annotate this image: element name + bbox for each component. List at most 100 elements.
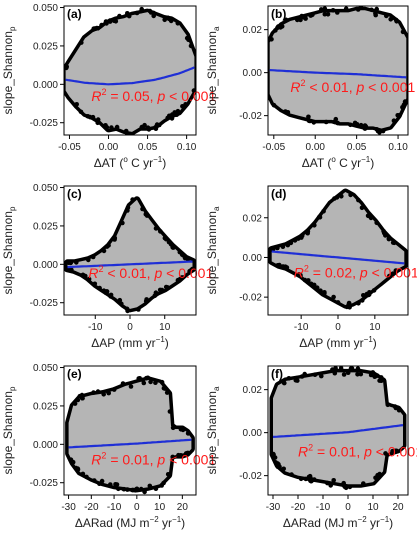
data-point <box>311 120 317 125</box>
data-point <box>308 281 314 287</box>
data-point <box>153 124 158 130</box>
data-point <box>167 409 173 414</box>
stats-annotation: R2 = 0.05, p < 0.001 <box>91 87 216 104</box>
data-point <box>120 381 126 386</box>
data-point <box>153 290 159 296</box>
data-point <box>338 366 344 371</box>
data-point <box>148 379 153 385</box>
y-axis-label: slope_Shannonp <box>1 26 17 114</box>
data-point <box>343 6 349 11</box>
data-point <box>78 109 84 115</box>
data-point <box>330 8 336 13</box>
y-tick-label: 0.025 <box>33 41 58 52</box>
data-point <box>101 392 106 397</box>
data-point <box>332 119 337 125</box>
data-point <box>158 229 163 234</box>
data-point <box>123 128 129 134</box>
fit-line <box>269 69 407 79</box>
data-point <box>356 301 361 306</box>
fit-line <box>67 260 193 269</box>
x-tick-label: -30 <box>61 502 76 513</box>
y-tick-label: 0.000 <box>33 260 58 271</box>
data-point <box>142 489 147 495</box>
data-point <box>348 122 353 128</box>
data-point <box>374 220 380 226</box>
data-point <box>106 243 111 248</box>
data-point <box>299 13 305 19</box>
data-point <box>325 12 331 17</box>
data-point <box>92 281 98 287</box>
data-point <box>319 373 324 379</box>
data-point <box>125 205 131 210</box>
data-point <box>138 486 144 492</box>
y-tick-label: 0.02 <box>243 385 263 396</box>
data-point <box>328 483 334 488</box>
y-tick-label: 0.050 <box>33 363 58 374</box>
stats-annotation: R2 = 0.01, p < 0.001 <box>91 450 216 467</box>
data-point <box>128 384 134 389</box>
data-point <box>373 11 378 16</box>
data-point <box>75 467 81 472</box>
data-point <box>347 484 353 490</box>
data-point <box>95 117 101 122</box>
data-point <box>306 118 312 124</box>
data-point <box>400 29 406 35</box>
data-point <box>356 197 361 203</box>
data-point <box>302 371 308 377</box>
data-point <box>380 128 386 134</box>
point-cloud <box>273 372 403 485</box>
data-point <box>393 405 399 411</box>
data-point <box>159 483 164 488</box>
y-axis-label: slope_Shannonp <box>1 206 17 294</box>
data-point <box>171 245 176 250</box>
x-tick-label: 0.10 <box>388 142 408 153</box>
data-point <box>289 472 294 477</box>
plot-area <box>64 196 196 314</box>
data-point <box>74 102 79 107</box>
data-point <box>186 37 191 43</box>
data-point <box>279 24 285 29</box>
data-point <box>322 291 327 296</box>
data-point <box>295 236 301 241</box>
data-point <box>308 13 314 18</box>
data-point <box>140 206 145 212</box>
data-point <box>393 268 399 273</box>
data-point <box>139 6 144 12</box>
data-point <box>359 205 365 211</box>
plot-frame <box>63 5 197 136</box>
data-point <box>387 273 392 279</box>
plot-frame <box>267 5 409 136</box>
data-point <box>298 476 304 482</box>
data-point <box>374 373 380 378</box>
data-point <box>108 294 113 299</box>
data-point <box>348 192 353 198</box>
data-point <box>153 486 159 492</box>
data-point <box>271 102 277 108</box>
data-point <box>157 287 163 293</box>
panel-label: (d) <box>271 187 286 201</box>
plot-frame <box>267 365 409 496</box>
data-point <box>164 390 170 395</box>
data-point <box>185 431 191 436</box>
data-point <box>284 265 289 271</box>
x-tick-label: -10 <box>294 322 309 333</box>
data-point <box>375 128 381 134</box>
plot-frame <box>63 365 197 496</box>
x-axis-label: ΔAP (mm yr−1) <box>91 335 169 350</box>
data-point <box>344 304 350 310</box>
data-point <box>134 10 140 16</box>
data-point <box>355 372 360 377</box>
x-tick-label: -0.05 <box>58 142 81 153</box>
plot-area <box>268 188 408 310</box>
data-point <box>395 113 401 118</box>
y-tick-label: 0.050 <box>33 3 58 14</box>
data-point <box>136 376 141 381</box>
plot-area <box>65 375 195 495</box>
y-tick-label: 0.050 <box>33 183 58 194</box>
data-point <box>275 24 281 29</box>
data-point <box>69 267 74 273</box>
data-point <box>306 114 311 120</box>
data-point <box>77 393 83 399</box>
data-point <box>153 226 159 231</box>
data-point <box>113 482 118 487</box>
